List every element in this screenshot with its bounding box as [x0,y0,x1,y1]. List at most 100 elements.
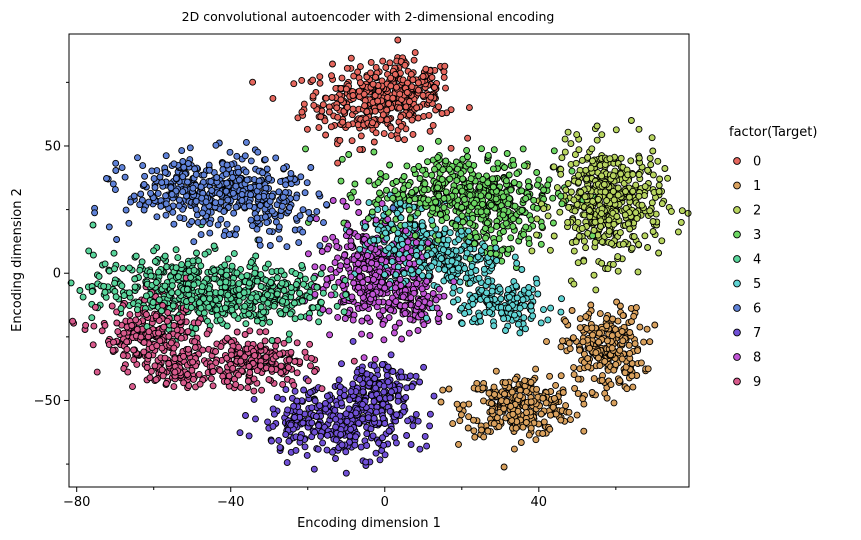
data-point-3 [401,174,407,180]
data-point-4 [320,290,326,296]
data-point-1 [638,360,644,366]
data-point-0 [335,114,341,120]
data-point-4 [89,315,95,321]
data-point-6 [269,208,275,214]
data-point-1 [627,350,633,356]
data-point-0 [370,120,376,126]
data-point-0 [416,87,422,93]
data-point-8 [332,260,338,266]
data-point-7 [408,442,414,448]
data-point-4 [162,253,168,259]
data-point-6 [179,148,185,154]
data-point-7 [371,363,377,369]
data-point-6 [247,185,253,191]
data-point-5 [505,287,511,293]
data-point-1 [480,385,486,391]
data-point-0 [410,77,416,83]
data-point-0 [317,74,323,80]
data-point-4 [169,290,175,296]
data-point-1 [575,376,581,382]
data-point-4 [173,247,179,253]
data-point-9 [196,371,202,377]
data-point-9 [165,310,171,316]
data-point-0 [420,92,426,98]
data-point-6 [269,193,275,199]
data-point-3 [500,212,506,218]
data-point-2 [633,210,639,216]
data-point-9 [308,363,314,369]
data-point-9 [83,322,89,328]
data-point-0 [310,77,316,83]
data-point-4 [175,255,181,261]
data-point-6 [122,174,128,180]
data-point-8 [369,260,375,266]
data-point-3 [417,176,423,182]
data-point-1 [522,404,528,410]
data-point-5 [534,280,540,286]
data-point-9 [263,329,269,335]
data-point-8 [335,314,341,320]
data-point-1 [446,386,452,392]
data-point-0 [310,93,316,99]
data-point-3 [421,187,427,193]
data-point-3 [435,185,441,191]
data-point-2 [622,212,628,218]
data-point-1 [510,411,516,417]
data-point-0 [402,137,408,143]
data-point-5 [494,258,500,264]
data-point-1 [456,441,462,447]
data-point-3 [406,198,412,204]
data-point-1 [652,322,658,328]
data-point-1 [491,421,497,427]
data-point-3 [477,184,483,190]
data-point-7 [348,389,354,395]
data-point-3 [512,203,518,209]
data-point-1 [558,373,564,379]
data-point-8 [350,317,356,323]
data-point-7 [365,415,371,421]
data-point-1 [596,339,602,345]
data-point-1 [569,308,575,314]
data-point-1 [547,426,553,432]
data-point-2 [591,227,597,233]
data-point-1 [596,330,602,336]
data-point-2 [630,171,636,177]
data-point-9 [185,329,191,335]
data-point-2 [675,229,681,235]
data-point-7 [347,433,353,439]
data-point-4 [179,262,185,268]
data-point-0 [448,145,454,151]
data-point-8 [328,266,334,272]
data-point-7 [399,374,405,380]
data-point-1 [577,325,583,331]
data-point-4 [86,248,92,254]
data-point-4 [133,253,139,259]
data-point-6 [185,179,191,185]
data-point-8 [344,259,350,265]
data-point-8 [436,286,442,292]
data-point-0 [428,94,434,100]
data-point-3 [365,216,371,222]
data-point-8 [421,322,427,328]
data-point-1 [568,417,574,423]
data-point-4 [252,270,258,276]
data-point-1 [608,382,614,388]
data-point-2 [645,167,651,173]
data-point-3 [464,147,470,153]
data-point-6 [281,165,287,171]
data-point-6 [242,153,248,159]
data-point-4 [236,281,242,287]
data-point-5 [397,200,403,206]
data-point-7 [283,432,289,438]
data-point-2 [599,173,605,179]
data-point-6 [193,206,199,212]
data-point-9 [129,323,135,329]
data-point-5 [438,256,444,262]
data-point-0 [427,128,433,134]
data-point-5 [512,312,518,318]
data-point-7 [359,368,365,374]
data-point-7 [316,423,322,429]
data-point-1 [438,399,444,405]
data-point-8 [319,249,325,255]
data-point-1 [544,339,550,345]
